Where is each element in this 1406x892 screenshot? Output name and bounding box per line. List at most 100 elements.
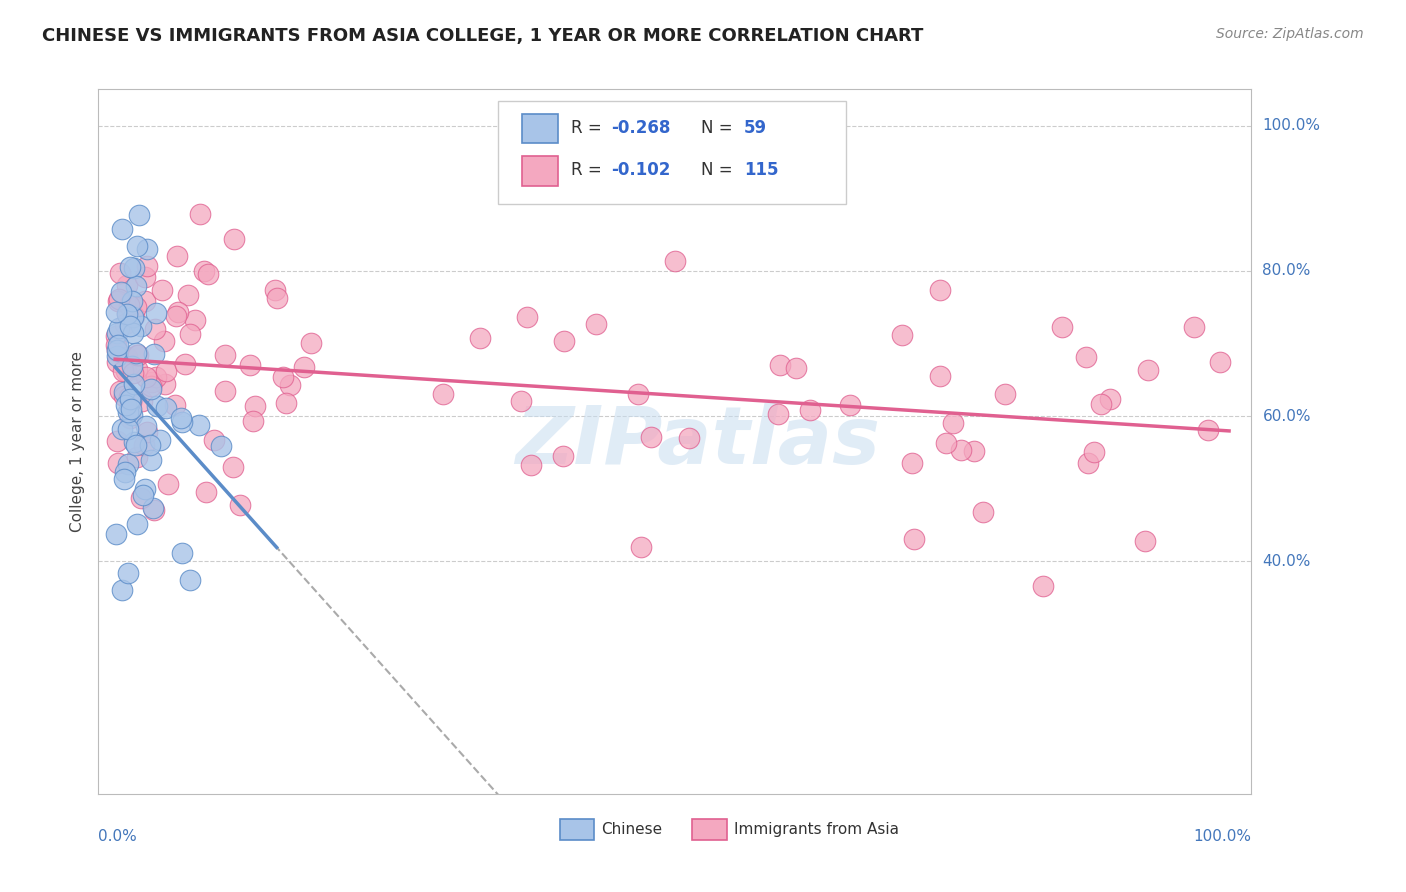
Point bbox=[135, 243, 157, 257]
Point bbox=[209, 439, 232, 453]
Point bbox=[117, 307, 139, 321]
Point bbox=[229, 498, 252, 512]
Point bbox=[1197, 423, 1219, 437]
Point bbox=[179, 574, 201, 588]
Point bbox=[145, 370, 167, 384]
Point bbox=[112, 385, 135, 400]
Text: R =: R = bbox=[571, 119, 607, 137]
Point bbox=[125, 300, 148, 314]
Point bbox=[1076, 350, 1098, 364]
Point bbox=[134, 438, 156, 452]
Point bbox=[145, 306, 167, 320]
Point bbox=[193, 264, 215, 278]
Point bbox=[141, 375, 163, 389]
Point bbox=[150, 283, 173, 297]
Point bbox=[129, 319, 152, 334]
Point bbox=[242, 414, 264, 428]
Point bbox=[470, 331, 492, 345]
Point bbox=[243, 399, 266, 413]
Point bbox=[188, 206, 211, 220]
Point bbox=[155, 401, 177, 416]
Point bbox=[153, 377, 176, 392]
Point bbox=[111, 363, 134, 377]
Point bbox=[1050, 319, 1073, 334]
Point bbox=[891, 327, 914, 342]
Point bbox=[105, 349, 128, 363]
Text: CHINESE VS IMMIGRANTS FROM ASIA COLLEGE, 1 YEAR OR MORE CORRELATION CHART: CHINESE VS IMMIGRANTS FROM ASIA COLLEGE,… bbox=[42, 27, 924, 45]
Point bbox=[121, 409, 143, 423]
Point bbox=[174, 357, 197, 371]
Point bbox=[105, 343, 128, 358]
Point bbox=[107, 337, 129, 351]
Text: 80.0%: 80.0% bbox=[1263, 263, 1310, 278]
Point bbox=[117, 566, 139, 581]
Point bbox=[510, 393, 533, 408]
Point bbox=[105, 527, 128, 541]
Point bbox=[138, 438, 160, 452]
Point bbox=[153, 334, 176, 348]
Text: N =: N = bbox=[702, 119, 738, 137]
Point bbox=[197, 267, 219, 281]
Point bbox=[105, 338, 128, 352]
Point bbox=[125, 346, 148, 360]
Point bbox=[903, 532, 925, 546]
Point bbox=[432, 386, 454, 401]
Point bbox=[135, 419, 157, 434]
Point bbox=[640, 430, 662, 444]
Point bbox=[114, 465, 136, 479]
Point bbox=[166, 249, 188, 263]
Point bbox=[121, 310, 143, 325]
Point bbox=[143, 322, 166, 336]
Point bbox=[146, 399, 169, 413]
Point bbox=[110, 221, 132, 235]
Text: 60.0%: 60.0% bbox=[1263, 409, 1310, 424]
Point bbox=[127, 450, 149, 464]
Point bbox=[122, 309, 145, 323]
Point bbox=[935, 436, 957, 450]
Point bbox=[664, 254, 686, 268]
Point bbox=[179, 326, 201, 341]
Point bbox=[928, 283, 950, 297]
Point bbox=[962, 444, 984, 458]
FancyBboxPatch shape bbox=[522, 114, 558, 144]
Point bbox=[942, 417, 965, 431]
Text: 40.0%: 40.0% bbox=[1263, 554, 1310, 569]
Point bbox=[115, 364, 138, 378]
Point bbox=[114, 317, 136, 331]
Text: 100.0%: 100.0% bbox=[1194, 830, 1251, 844]
Text: ZIPatlas: ZIPatlas bbox=[516, 402, 880, 481]
Point bbox=[972, 505, 994, 519]
Point bbox=[125, 516, 148, 531]
Point bbox=[165, 310, 187, 324]
Point bbox=[117, 305, 139, 319]
Point bbox=[1182, 320, 1205, 334]
Text: 115: 115 bbox=[744, 161, 779, 179]
Point bbox=[134, 482, 156, 496]
Point bbox=[118, 260, 141, 274]
Point bbox=[117, 390, 139, 404]
Point bbox=[222, 460, 245, 475]
Point bbox=[108, 266, 131, 280]
Point bbox=[127, 348, 149, 362]
Point bbox=[105, 305, 128, 319]
Point bbox=[117, 457, 139, 471]
Point bbox=[132, 488, 155, 502]
Point bbox=[107, 456, 129, 470]
Point bbox=[1133, 533, 1156, 548]
Point bbox=[238, 358, 260, 372]
Point bbox=[136, 425, 159, 440]
Point bbox=[1077, 456, 1099, 470]
Point bbox=[276, 396, 298, 410]
Point bbox=[630, 540, 652, 554]
Point bbox=[105, 434, 128, 448]
Point bbox=[125, 438, 148, 452]
Point bbox=[129, 491, 152, 505]
Point bbox=[141, 378, 163, 392]
Point bbox=[516, 310, 538, 324]
Point bbox=[143, 502, 166, 516]
Point bbox=[1083, 445, 1105, 459]
Point bbox=[142, 346, 165, 360]
Point bbox=[135, 369, 157, 384]
Point bbox=[585, 317, 607, 331]
Point bbox=[167, 305, 190, 319]
